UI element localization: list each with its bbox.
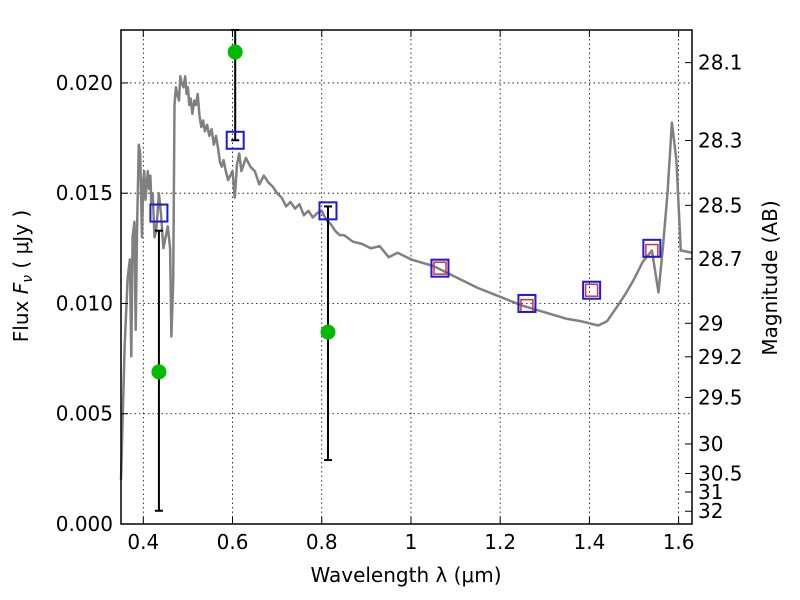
- photometry-marker: [225, 130, 245, 150]
- x-tick-label: 0.6: [217, 530, 249, 554]
- photometry-marker: [149, 203, 169, 223]
- photometry-marker: [642, 238, 662, 258]
- photometry-marker: [430, 258, 450, 278]
- x-tick-label: 1.2: [484, 530, 516, 554]
- right-axis-label: Magnitude (AB): [758, 200, 782, 355]
- photometry-marker: [517, 293, 537, 313]
- right-tick-label: 28.7: [698, 247, 743, 271]
- right-tick-label: 28.5: [698, 193, 743, 217]
- x-axis-label: Wavelength λ (μm): [310, 563, 501, 587]
- photometry-marker: [582, 280, 602, 300]
- grid-layer: [121, 30, 692, 525]
- right-tick-label: 30.5: [698, 461, 743, 485]
- right-tick-label: 29.2: [698, 345, 743, 369]
- x-tick-label: 0.4: [127, 530, 159, 554]
- plot-layer: [119, 29, 693, 512]
- observed-point: [320, 324, 336, 340]
- y-tick-label: 0.020: [56, 71, 113, 95]
- y-axis-label: Flux Fν ( μJy ): [9, 210, 36, 342]
- x-tick-label: 0.8: [306, 530, 338, 554]
- plot-frame: [120, 29, 693, 525]
- model-magnitude-marker: [433, 261, 447, 275]
- axis-layer: 0.4 0.6 0.8 1 1.2 1.4 1.6 0.000 0.005 0.010 0.015 0…: [56, 29, 743, 554]
- x-tick-label: 1.4: [573, 530, 605, 554]
- right-tick-label: 31: [698, 480, 723, 504]
- y-tick-label: 0.015: [56, 181, 113, 205]
- right-tick-label: 29: [698, 311, 723, 335]
- sed-model-line: [119, 75, 693, 480]
- right-tick-label: 28.3: [698, 128, 743, 152]
- observed-point: [151, 364, 167, 380]
- y-tick-label: 0.005: [56, 402, 113, 426]
- y-tick-label: 0.000: [56, 512, 113, 536]
- right-tick-label: 30: [698, 432, 723, 456]
- x-tick-label: 1: [405, 530, 418, 554]
- x-tick-label: 1.6: [663, 530, 695, 554]
- right-tick-label: 32: [698, 499, 723, 523]
- model-magnitude-marker: [584, 283, 599, 297]
- right-tick-label: 29.5: [698, 385, 743, 409]
- observed-point: [227, 44, 243, 60]
- y-tick-label: 0.010: [56, 291, 113, 315]
- right-tick-label: 28.1: [698, 51, 743, 75]
- photometry-marker: [318, 201, 338, 221]
